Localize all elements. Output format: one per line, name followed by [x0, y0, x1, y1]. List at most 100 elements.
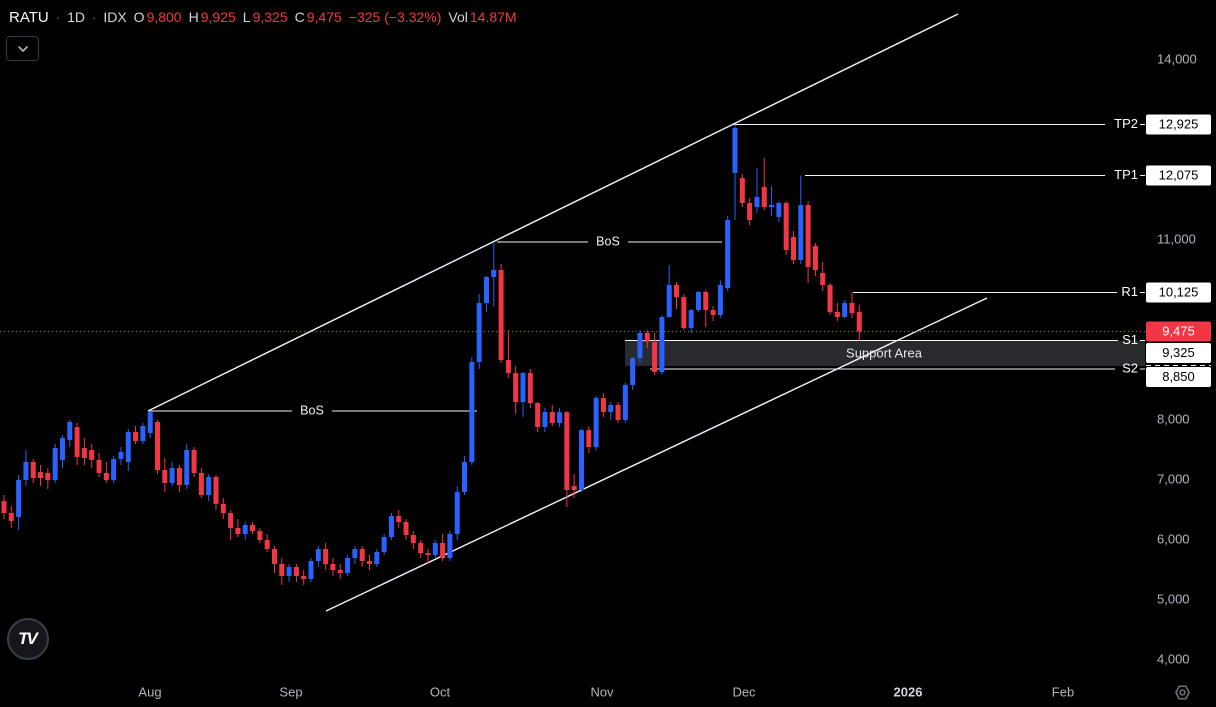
candle	[820, 273, 826, 285]
candle	[257, 531, 263, 540]
candle	[38, 472, 44, 479]
exchange-label: IDX	[103, 9, 127, 25]
candle	[717, 285, 723, 315]
candle	[520, 373, 526, 402]
candle	[418, 543, 424, 554]
gear-icon[interactable]	[1172, 682, 1192, 702]
legend-separator: ·	[91, 10, 97, 25]
price-badge-r1-bg	[1146, 282, 1211, 303]
tradingview-logo-glyph: TV	[18, 629, 38, 648]
candle	[578, 430, 584, 491]
candle	[483, 277, 489, 303]
volume-value: 14.87M	[469, 9, 517, 25]
candle	[367, 561, 372, 564]
legend-collapse-button[interactable]	[6, 36, 39, 61]
interval-label: 1D	[67, 9, 85, 25]
candle	[286, 567, 292, 576]
price-axis[interactable]	[1105, 0, 1216, 668]
symbol-title[interactable]: RATU	[9, 9, 49, 26]
trendline-upper-channel[interactable]	[147, 13, 959, 412]
level-label-tp1: TP1	[1114, 167, 1138, 182]
candle	[739, 178, 745, 203]
current-price-badge: 9,475	[1162, 323, 1195, 338]
candle	[16, 480, 22, 518]
candle	[228, 513, 234, 528]
candle	[330, 564, 336, 570]
candle	[571, 486, 577, 491]
candle	[447, 534, 453, 558]
candle	[198, 472, 204, 495]
candle	[213, 477, 219, 504]
candle	[388, 516, 394, 537]
price-tick-label: 7,000	[1157, 471, 1190, 486]
candle	[293, 567, 299, 576]
candle	[476, 303, 482, 362]
price-badge-r1: 10,125	[1159, 284, 1199, 299]
candle	[688, 310, 694, 329]
candle	[206, 477, 212, 495]
level-label-r1: R1	[1121, 284, 1138, 299]
chevron-down-icon	[17, 45, 28, 52]
candle	[162, 469, 168, 483]
time-axis-label: 2026	[894, 684, 923, 699]
price-badge-tp1: 12,075	[1159, 167, 1199, 182]
candle	[535, 403, 541, 428]
close-value: 9,475	[306, 9, 342, 25]
bos-label: BoS	[596, 234, 620, 248]
candle	[776, 202, 782, 218]
candle	[271, 549, 277, 564]
candle	[659, 316, 665, 372]
ohlc-low: L 9,325	[243, 9, 288, 25]
candle	[279, 564, 285, 576]
price-tick-label: 5,000	[1157, 591, 1190, 606]
candle	[469, 361, 475, 462]
price-badge-tp1-bg	[1146, 165, 1211, 186]
candle	[703, 292, 709, 311]
close-label: C	[294, 9, 305, 25]
candle	[747, 202, 753, 221]
candle	[176, 468, 182, 485]
candle	[8, 513, 14, 521]
candle	[220, 504, 226, 513]
trendline-lower-channel[interactable]	[325, 297, 988, 612]
candle	[812, 246, 818, 270]
candle	[30, 462, 36, 479]
candle	[23, 462, 29, 480]
tradingview-logo[interactable]: TV	[7, 618, 49, 660]
candle	[45, 472, 51, 480]
time-axis[interactable]	[0, 668, 1100, 707]
candle	[652, 342, 658, 372]
open-value: 9,800	[146, 9, 182, 25]
support-area-label: Support Area	[846, 346, 923, 361]
ohlc-close: C 9,475	[295, 9, 342, 25]
candle	[849, 303, 855, 314]
candle	[593, 397, 599, 447]
candle	[264, 540, 270, 549]
candle	[725, 220, 731, 288]
candle	[337, 570, 343, 573]
candle	[842, 303, 848, 317]
candle	[513, 373, 519, 402]
candle	[323, 549, 329, 564]
candle	[96, 460, 102, 473]
candle	[856, 312, 862, 332]
symbol-legend: RATU · 1D · IDX O 9,800 H 9,925 L 9,325 …	[9, 9, 517, 26]
candle	[769, 205, 775, 207]
candle	[374, 552, 380, 564]
price-tick-label: 6,000	[1157, 531, 1190, 546]
candle	[666, 285, 672, 317]
open-label: O	[133, 9, 145, 25]
candle	[315, 549, 321, 561]
change-value: −325 (−3.32%)	[348, 9, 442, 25]
candle	[308, 561, 314, 579]
price-tick-label: 8,000	[1157, 411, 1190, 426]
candle	[425, 553, 431, 555]
candle	[410, 535, 416, 543]
candle	[125, 432, 131, 462]
volume-label: Vol	[448, 9, 468, 25]
ohlc-open: O 9,800	[134, 9, 182, 25]
candle	[557, 412, 563, 423]
support-area[interactable]	[625, 340, 1145, 367]
